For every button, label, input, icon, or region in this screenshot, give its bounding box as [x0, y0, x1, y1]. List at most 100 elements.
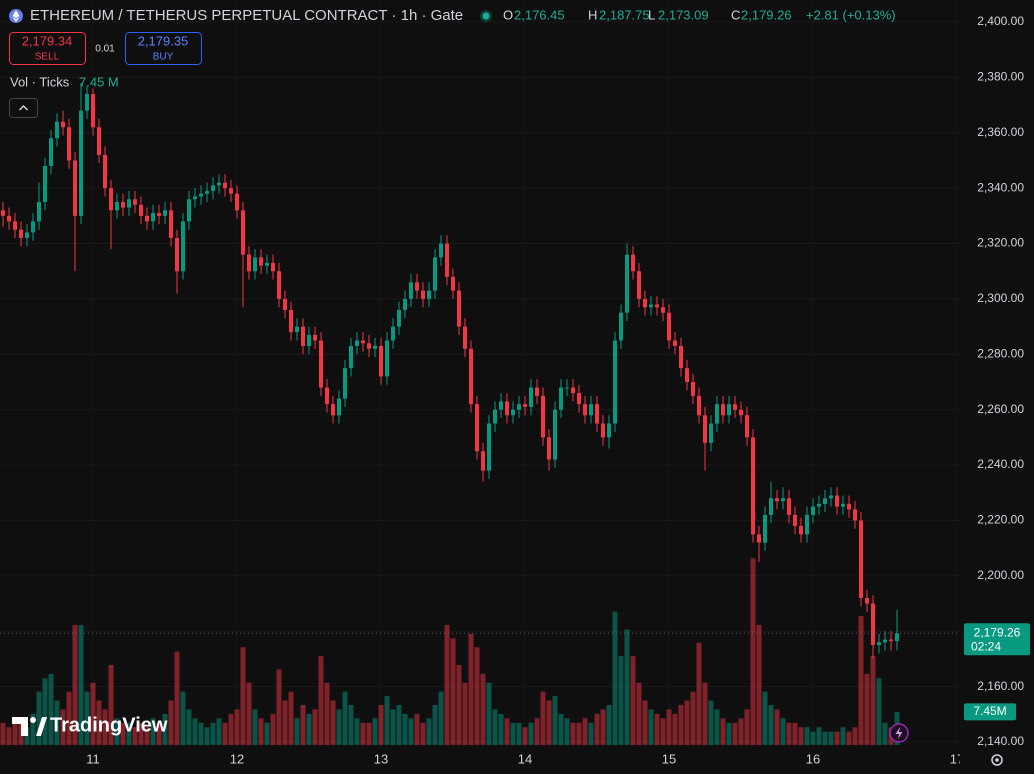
volume-bar [174, 651, 180, 745]
volume-bar [426, 718, 432, 745]
volume-bar [822, 731, 828, 745]
candle-body [625, 254, 629, 313]
sell-button[interactable] [9, 32, 86, 65]
candle-body [523, 404, 527, 407]
candle-body [403, 298, 407, 310]
candle-body [37, 202, 41, 222]
y-tick-label: 2,160.00 [977, 679, 1024, 693]
y-tick-label: 2,380.00 [977, 70, 1024, 84]
candle-body [847, 503, 851, 510]
candle-body [607, 423, 611, 438]
volume-bar [840, 727, 846, 745]
candle-body [823, 498, 827, 504]
candle-body [493, 409, 497, 424]
candle-body [289, 310, 293, 333]
volume-bar [456, 665, 462, 745]
volume-bar [834, 731, 840, 745]
candle-body [469, 348, 473, 405]
candle-body [115, 202, 119, 211]
candle-body [373, 346, 377, 349]
candle-body [751, 437, 755, 535]
candle-body [613, 340, 617, 424]
volume-bar [186, 709, 192, 745]
legend-open: 2,176.45 [514, 7, 565, 22]
sell-price[interactable]: 2,179.34 [22, 33, 73, 48]
candle-body [853, 509, 857, 521]
candle-body [439, 243, 443, 258]
volume-bar [810, 731, 816, 745]
volume-bar [540, 691, 546, 745]
volume-bar [654, 713, 660, 745]
candle-body [187, 199, 191, 222]
candle-body [181, 221, 185, 272]
volume-bar [126, 722, 132, 745]
candle-body [385, 340, 389, 377]
volume-bar [318, 656, 324, 745]
volume-bar [384, 696, 390, 745]
buy-price[interactable]: 2,179.35 [138, 33, 189, 48]
volume-bar [180, 691, 186, 745]
volume-bar [726, 722, 732, 745]
volume-bar [762, 691, 768, 745]
candle-body [595, 404, 599, 424]
volume-bar [804, 727, 810, 745]
y-tick-label: 2,320.00 [977, 236, 1024, 250]
volume-bar [516, 722, 522, 745]
volume-bar [468, 633, 474, 745]
legend-close: 2,179.26 [741, 7, 792, 22]
collapse-icon[interactable] [18, 104, 29, 111]
volume-bar [348, 705, 354, 745]
volume-bar [546, 700, 552, 745]
y-tick-label: 2,220.00 [977, 513, 1024, 527]
candle-body [127, 199, 131, 208]
volume-bar [396, 705, 402, 745]
volume-bar [30, 713, 36, 745]
candle-body [73, 160, 77, 216]
candle-body [121, 202, 125, 208]
volume-bar [264, 722, 270, 745]
collapse-button[interactable] [9, 98, 38, 118]
volume-bar [534, 718, 540, 745]
alert-icon[interactable] [895, 727, 903, 739]
settings-button[interactable] [991, 754, 1003, 766]
volume-bar [852, 727, 858, 745]
volume-bar [216, 718, 222, 745]
volume-tag-label: 7.45M [973, 704, 1006, 718]
candle-body [259, 257, 263, 266]
volume-bar [246, 682, 252, 745]
volume-bar [234, 709, 240, 745]
candle-body [529, 387, 533, 407]
volume-bar [690, 691, 696, 745]
candle-body [97, 127, 101, 155]
candle-body [655, 304, 659, 308]
volume-bar [606, 705, 612, 745]
volume-bar [600, 709, 606, 745]
volume-bar [846, 731, 852, 745]
volume-bar [90, 682, 96, 745]
sell-label[interactable]: SELL [35, 52, 60, 63]
candle-body [841, 503, 845, 507]
volume-bar [294, 718, 300, 745]
price-tag-price: 2,179.26 [974, 625, 1021, 639]
candle-body [199, 193, 203, 197]
buy-button[interactable] [125, 32, 202, 65]
candle-body [421, 290, 425, 299]
settings-icon[interactable] [995, 758, 999, 762]
candle-body [397, 310, 401, 327]
candle-body [175, 238, 179, 272]
candle-body [253, 257, 257, 272]
volume-bar [54, 700, 60, 745]
legend-high: 2,187.75 [599, 7, 650, 22]
volume-bar [288, 691, 294, 745]
volume-bar [798, 727, 804, 745]
candle-body [739, 409, 743, 416]
volume-bar [366, 722, 372, 745]
x-tick-label: 14 [518, 751, 532, 766]
candle-body [367, 343, 371, 349]
candle-body [499, 401, 503, 410]
candle-body [163, 210, 167, 216]
buy-label[interactable]: BUY [153, 52, 174, 63]
volume-bar [570, 722, 576, 745]
